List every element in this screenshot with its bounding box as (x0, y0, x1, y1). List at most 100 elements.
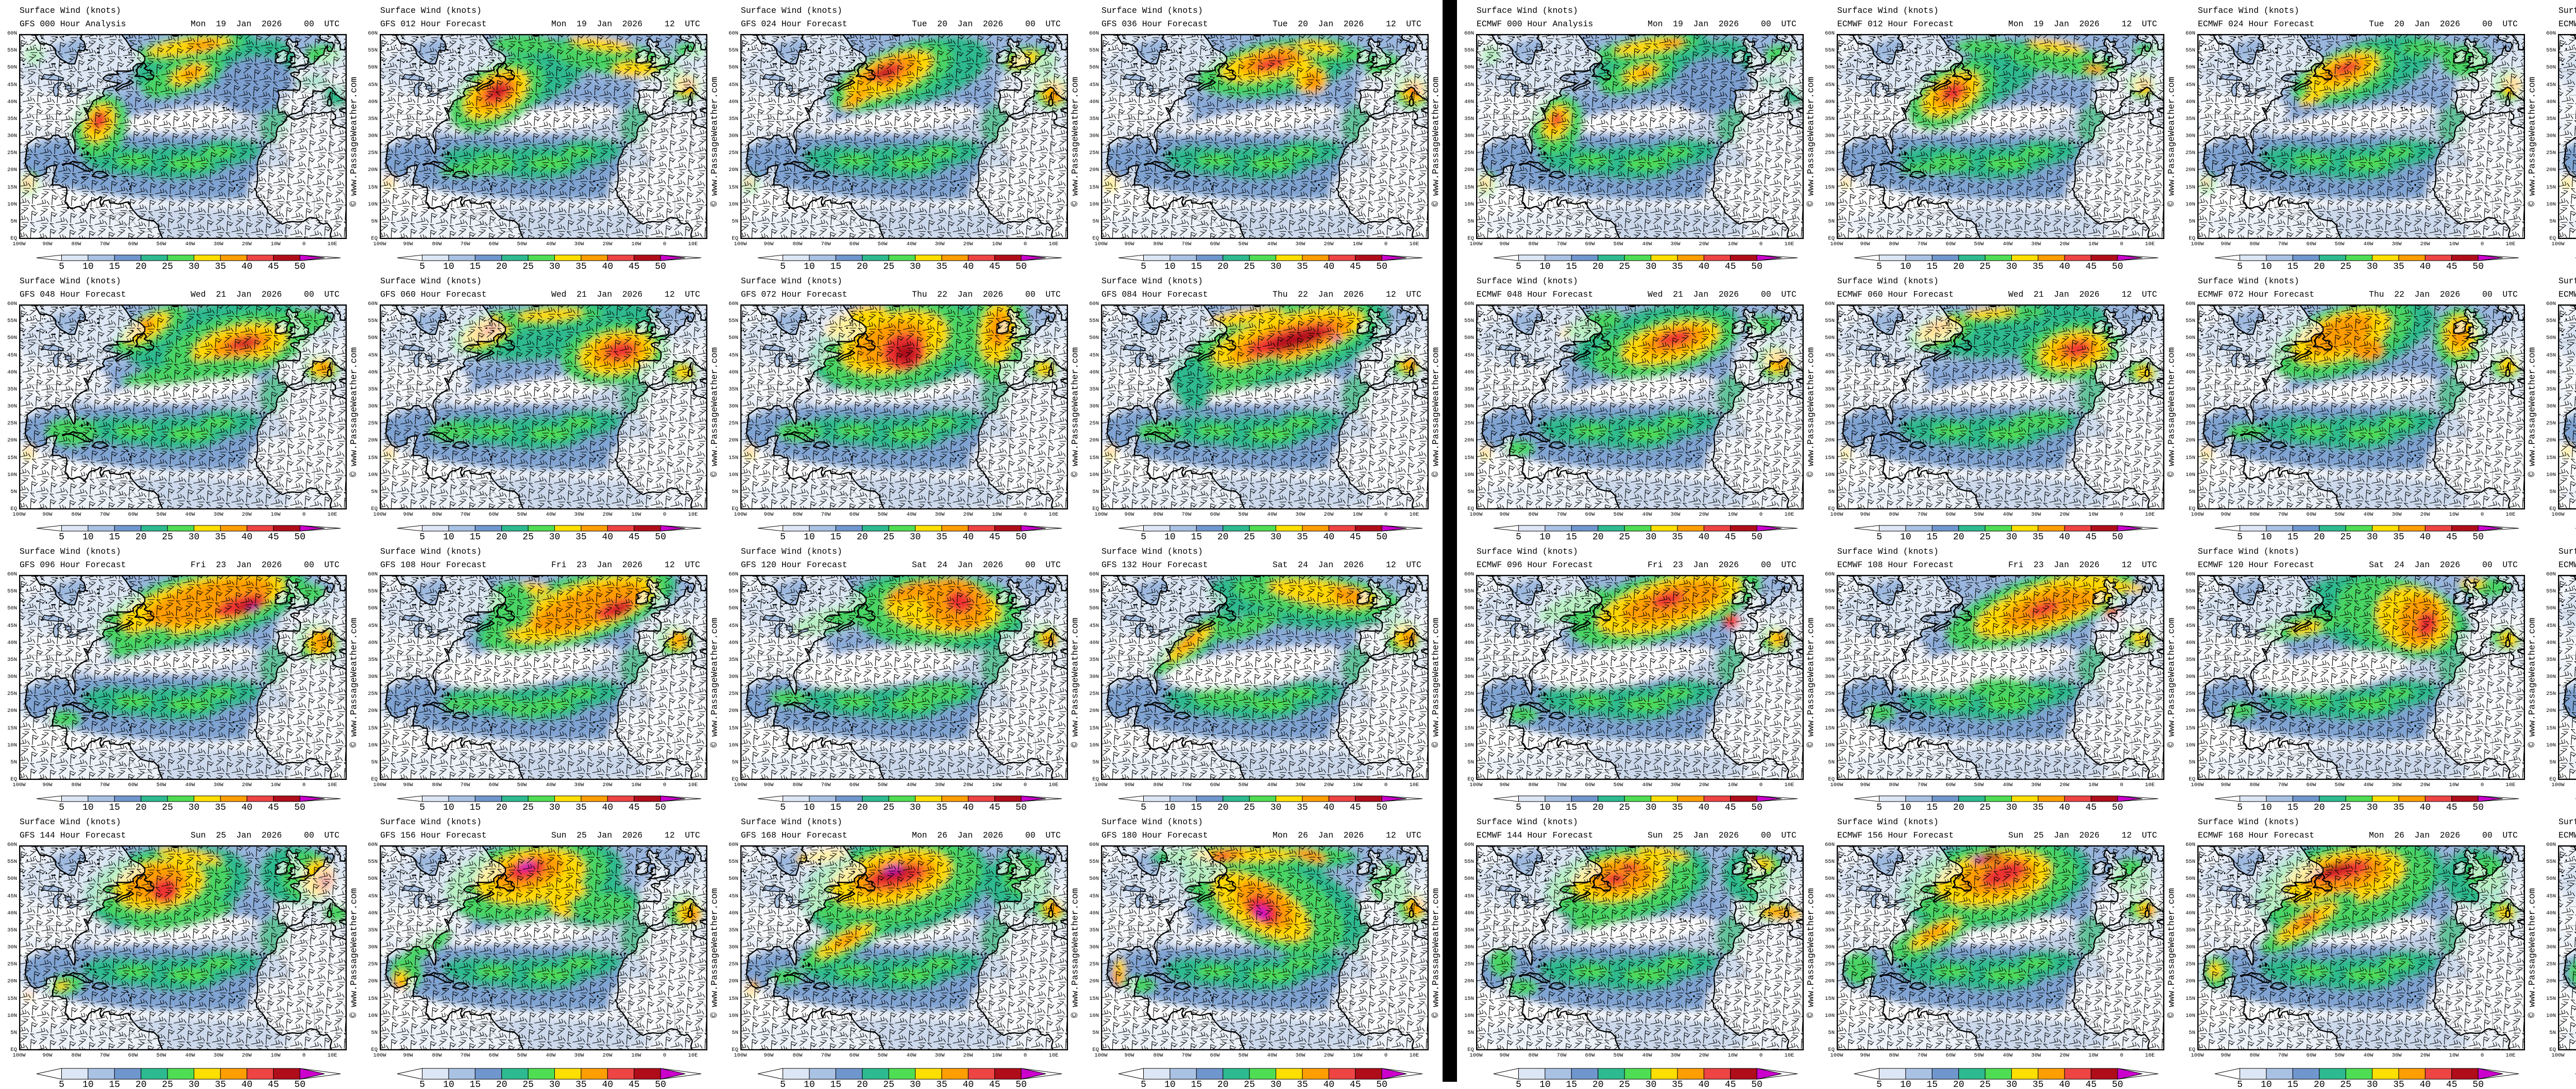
svg-text:45: 45 (1350, 803, 1361, 811)
svg-text:20: 20 (135, 262, 147, 270)
svg-text:5: 5 (2237, 803, 2243, 811)
svg-text:5: 5 (1141, 803, 1146, 811)
svg-text:5: 5 (59, 1080, 64, 1089)
svg-text:50: 50 (2112, 803, 2123, 811)
svg-text:35: 35 (936, 803, 947, 811)
svg-text:45: 45 (989, 1080, 1001, 1089)
svg-text:10: 10 (804, 803, 815, 811)
svg-text:30: 30 (189, 532, 200, 541)
svg-text:50: 50 (2112, 1080, 2123, 1089)
svg-text:10: 10 (1539, 532, 1551, 541)
svg-text:25: 25 (1979, 532, 1991, 541)
svg-text:20: 20 (1953, 1080, 1964, 1089)
svg-text:30: 30 (549, 1080, 561, 1089)
svg-text:20: 20 (1953, 803, 1964, 811)
svg-text:30: 30 (910, 803, 921, 811)
svg-text:30: 30 (549, 262, 561, 270)
svg-text:5: 5 (419, 1080, 425, 1089)
svg-text:15: 15 (1926, 262, 1938, 270)
svg-text:30: 30 (1646, 803, 1657, 811)
svg-text:50: 50 (294, 532, 306, 541)
svg-text:35: 35 (215, 803, 226, 811)
svg-text:20: 20 (496, 803, 507, 811)
svg-text:50: 50 (655, 803, 666, 811)
svg-text:30: 30 (189, 1080, 200, 1089)
svg-text:5: 5 (1141, 1080, 1146, 1089)
svg-text:20: 20 (496, 532, 507, 541)
svg-text:20: 20 (1217, 803, 1229, 811)
svg-text:15: 15 (1191, 1080, 1202, 1089)
svg-text:35: 35 (215, 262, 226, 270)
svg-text:10: 10 (1539, 803, 1551, 811)
svg-text:10: 10 (804, 262, 815, 270)
svg-text:20: 20 (2314, 532, 2325, 541)
svg-text:35: 35 (2393, 803, 2404, 811)
svg-text:30: 30 (1646, 262, 1657, 270)
svg-text:5: 5 (780, 803, 786, 811)
svg-text:15: 15 (1566, 803, 1577, 811)
svg-text:40: 40 (1698, 1080, 1709, 1089)
svg-text:50: 50 (2472, 1080, 2484, 1089)
svg-text:50: 50 (1376, 262, 1387, 270)
svg-text:25: 25 (1619, 803, 1630, 811)
svg-text:40: 40 (1323, 262, 1334, 270)
svg-text:40: 40 (2059, 803, 2070, 811)
svg-text:45: 45 (268, 532, 279, 541)
svg-text:45: 45 (1350, 1080, 1361, 1089)
svg-text:50: 50 (655, 1080, 666, 1089)
svg-text:20: 20 (135, 532, 147, 541)
svg-text:5: 5 (59, 262, 64, 270)
svg-text:25: 25 (522, 803, 534, 811)
svg-text:40: 40 (2419, 803, 2431, 811)
svg-text:45: 45 (2086, 532, 2097, 541)
svg-text:40: 40 (962, 532, 974, 541)
svg-text:15: 15 (1191, 532, 1202, 541)
svg-text:50: 50 (655, 262, 666, 270)
svg-text:50: 50 (1376, 1080, 1387, 1089)
svg-text:20: 20 (135, 1080, 147, 1089)
svg-text:30: 30 (910, 532, 921, 541)
svg-text:15: 15 (469, 1080, 481, 1089)
svg-text:45: 45 (2446, 1080, 2458, 1089)
svg-text:45: 45 (629, 803, 640, 811)
svg-text:50: 50 (2472, 803, 2484, 811)
svg-text:25: 25 (2340, 262, 2351, 270)
svg-text:5: 5 (1516, 532, 1521, 541)
svg-text:25: 25 (2340, 1080, 2351, 1089)
svg-text:15: 15 (830, 1080, 841, 1089)
svg-text:20: 20 (496, 1080, 507, 1089)
svg-text:45: 45 (1725, 262, 1736, 270)
svg-text:35: 35 (575, 262, 587, 270)
svg-text:50: 50 (1376, 532, 1387, 541)
svg-text:35: 35 (1672, 1080, 1683, 1089)
svg-text:50: 50 (655, 532, 666, 541)
svg-text:10: 10 (82, 532, 94, 541)
svg-text:35: 35 (936, 1080, 947, 1089)
svg-text:15: 15 (1191, 262, 1202, 270)
svg-text:50: 50 (294, 803, 306, 811)
svg-text:40: 40 (241, 1080, 252, 1089)
svg-text:25: 25 (2340, 803, 2351, 811)
svg-text:15: 15 (1926, 532, 1938, 541)
svg-text:40: 40 (2419, 532, 2431, 541)
svg-text:15: 15 (2287, 1080, 2298, 1089)
svg-text:45: 45 (989, 262, 1001, 270)
svg-text:20: 20 (1953, 262, 1964, 270)
svg-text:25: 25 (883, 262, 894, 270)
svg-text:20: 20 (857, 803, 868, 811)
svg-text:25: 25 (2340, 532, 2351, 541)
svg-text:25: 25 (1244, 803, 1255, 811)
svg-text:40: 40 (1698, 803, 1709, 811)
svg-text:5: 5 (419, 262, 425, 270)
svg-text:20: 20 (1592, 1080, 1604, 1089)
svg-text:30: 30 (2006, 1080, 2018, 1089)
svg-text:20: 20 (857, 1080, 868, 1089)
svg-text:20: 20 (857, 532, 868, 541)
svg-text:30: 30 (1270, 532, 1282, 541)
svg-text:40: 40 (2059, 532, 2070, 541)
svg-text:25: 25 (162, 532, 173, 541)
svg-text:35: 35 (2393, 1080, 2404, 1089)
svg-text:15: 15 (109, 262, 120, 270)
svg-text:20: 20 (496, 262, 507, 270)
svg-text:40: 40 (602, 1080, 613, 1089)
